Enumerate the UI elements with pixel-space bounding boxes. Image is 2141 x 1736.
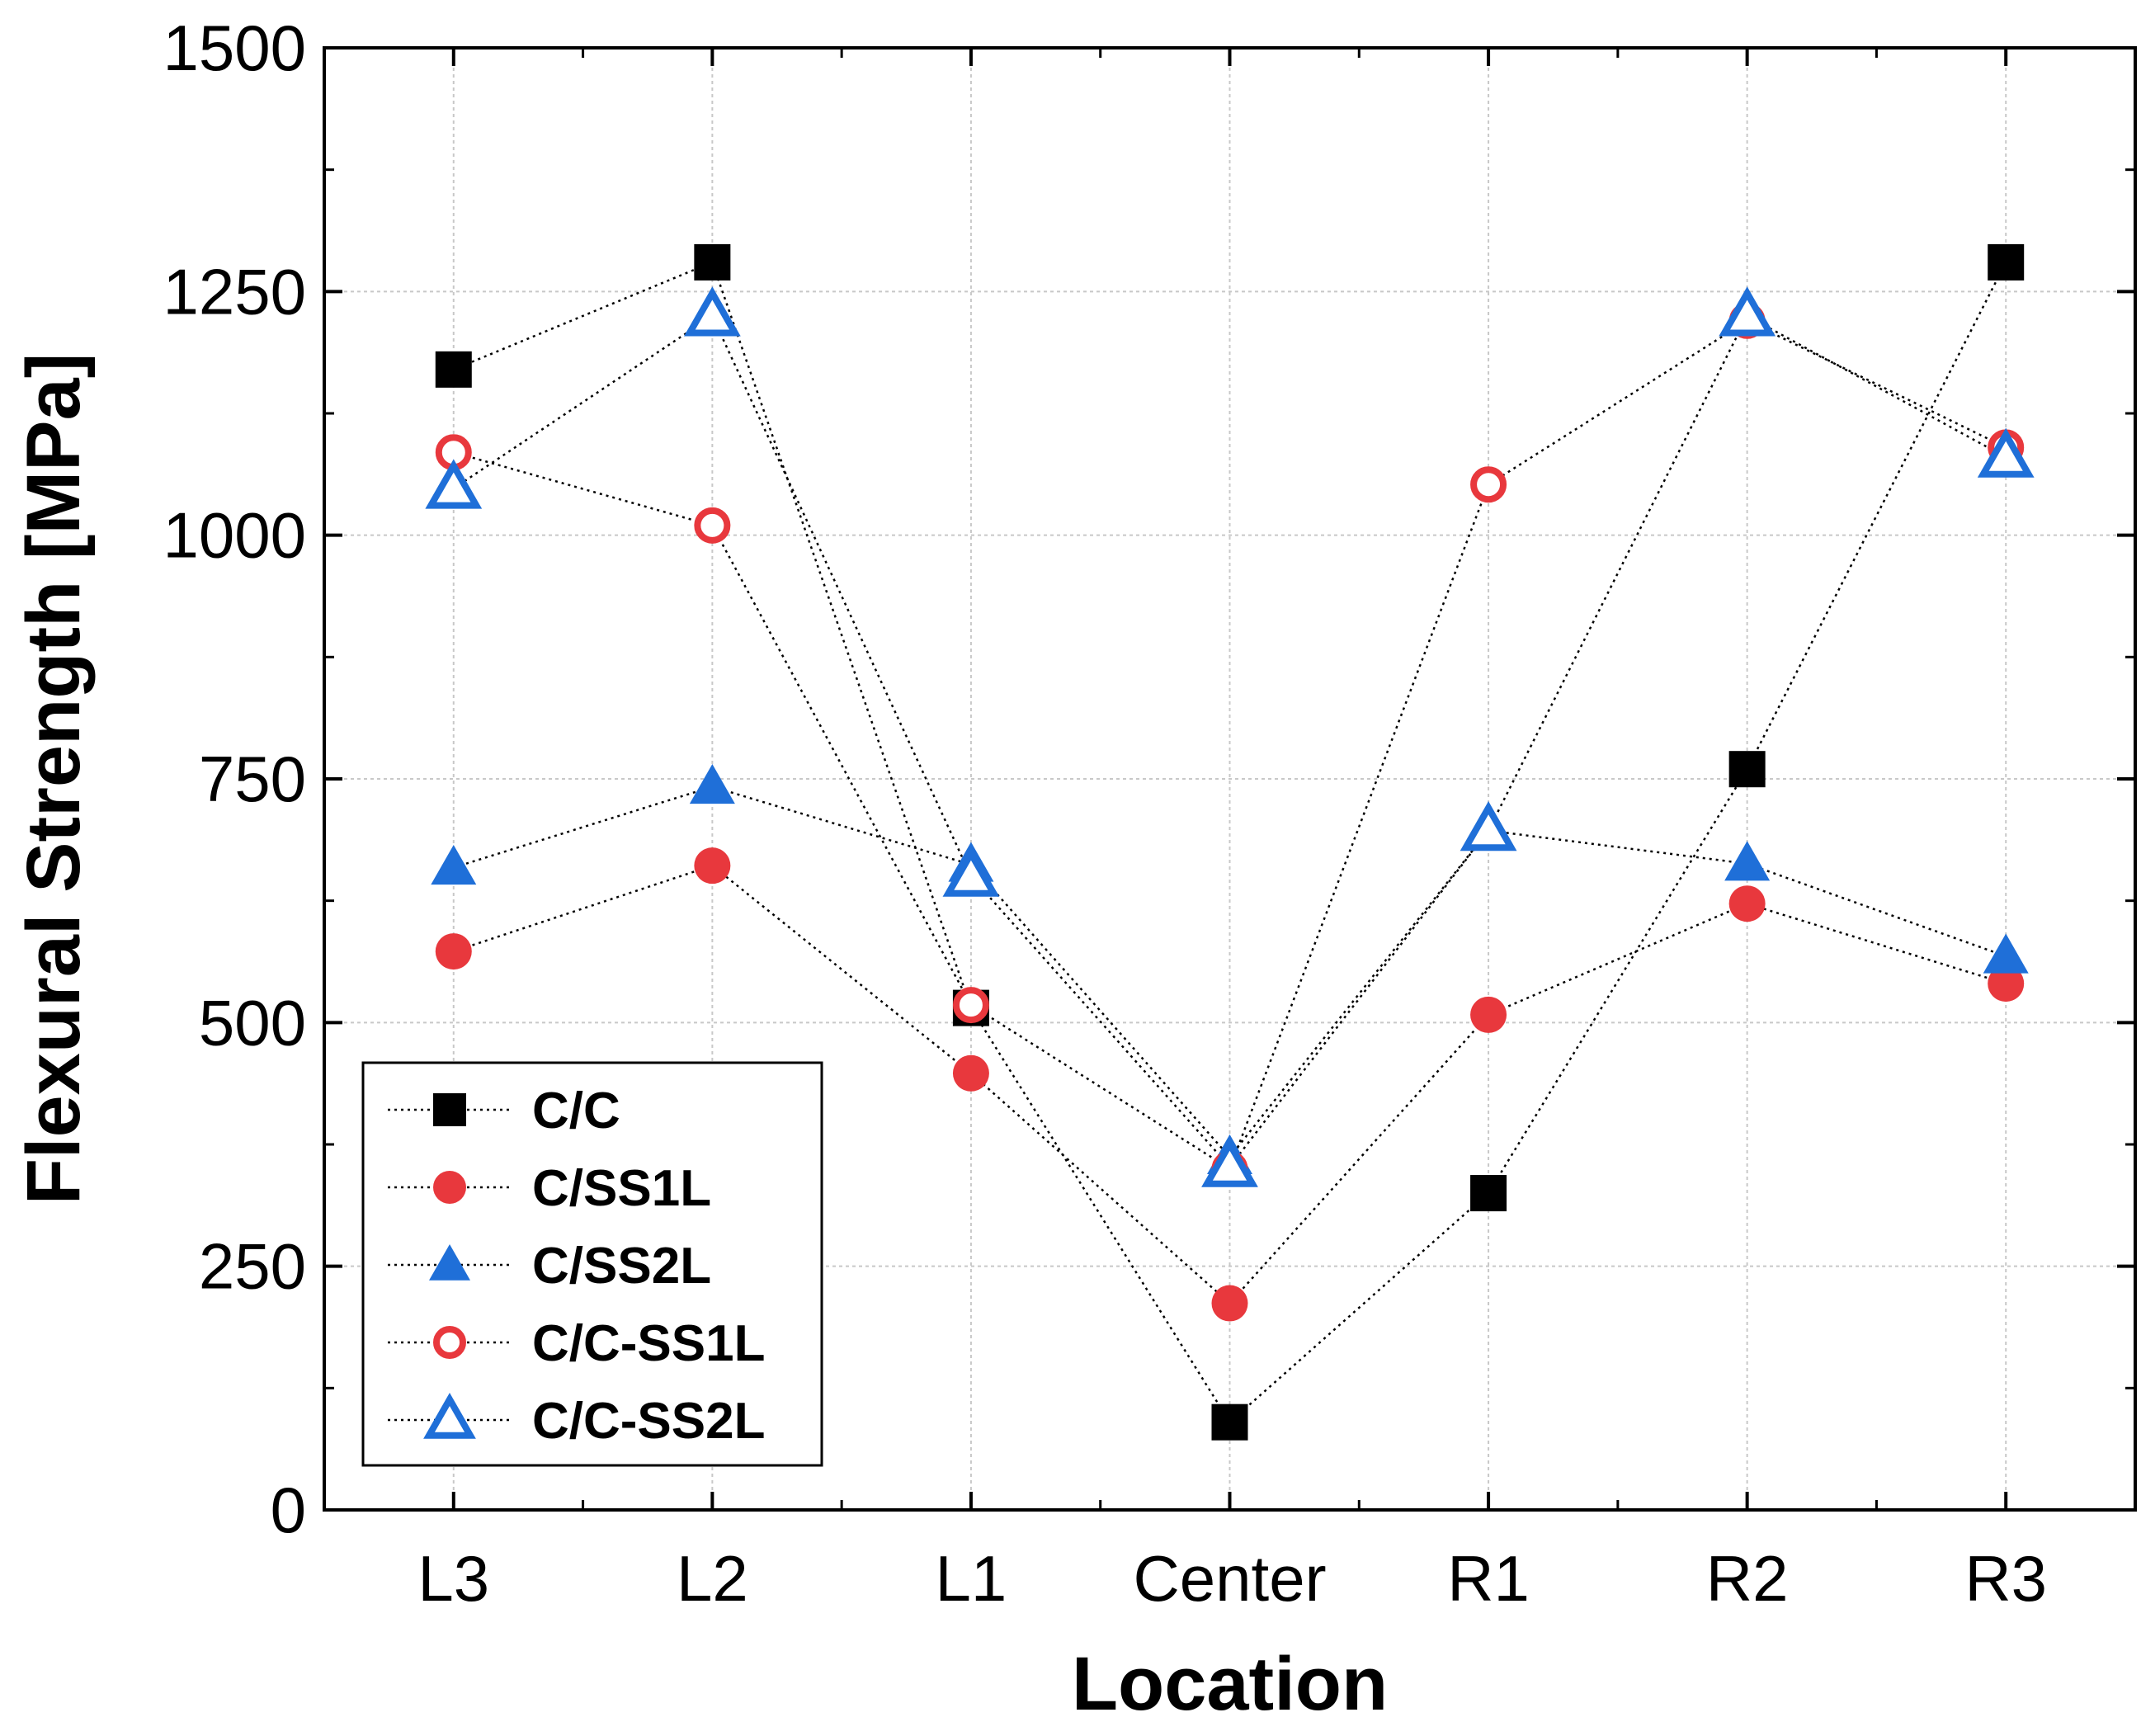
data-point [1470,466,1507,503]
data-point [435,933,472,970]
data-point [1728,751,1766,788]
data-point [952,987,989,1024]
y-tick-label: 750 [199,743,306,815]
data-point [1201,1137,1258,1187]
x-tick-label: L1 [936,1542,1007,1615]
data-point [1728,885,1766,922]
y-tick-label: 1000 [163,499,306,572]
data-point [1988,965,2025,1002]
data-point [683,286,741,337]
legend-label: C/SS2L [532,1238,711,1295]
legend-marker [429,1244,470,1281]
legend: C/C C/SS1L C/SS2L C/C-SS1L C/C-SS2L [361,1061,823,1467]
series-markers [425,243,2035,1441]
legend-label: C/C-SS1L [532,1315,765,1372]
data-point [694,243,731,281]
x-tick-labels: L3 L2 L1 Center R1 R2 R3 [417,1542,2047,1615]
legend-label: C/C [532,1083,620,1139]
data-point [1211,1285,1248,1322]
data-point [1460,801,1517,851]
data-point [1988,243,2025,281]
series-markers-C/SS1L [435,847,2025,1322]
x-tick-label: L3 [417,1542,489,1615]
x-tick-label: R1 [1447,1542,1530,1615]
x-tick-label: R3 [1964,1542,2047,1615]
legend-label: C/SS1L [532,1160,711,1217]
legend-marker [433,1093,466,1126]
data-point [1211,1403,1248,1441]
data-point [694,847,731,885]
x-tick-label: R2 [1706,1542,1789,1615]
axis-ticks [323,46,2137,1512]
x-tick-label: Center [1133,1542,1326,1615]
data-point [1977,427,2035,478]
data-point [435,351,472,388]
data-point [1724,841,1771,881]
data-point [952,1054,989,1092]
grid-lines [324,48,2135,1510]
series-line-C/C-SS1L [453,319,2007,1171]
data-point [425,459,483,509]
legend-marker [423,1392,476,1439]
data-point [942,847,1000,897]
y-tick-labels: 0 250 500 750 1000 1250 1500 [163,12,306,1546]
data-point [689,763,735,804]
y-tick-label: 1250 [163,255,306,328]
y-tick-label: 0 [271,1474,306,1546]
legend-label: C/C-SS2L [532,1393,765,1450]
y-tick-label: 250 [199,1230,306,1303]
data-point [1983,933,2029,974]
y-tick-label: 1500 [163,12,306,84]
legend-marker [433,1326,466,1359]
data-point [1470,1175,1507,1212]
y-axis-title: Flexural Strength [MPa] [12,353,96,1205]
data-point [431,845,477,885]
x-tick-label: L2 [677,1542,748,1615]
data-point [694,507,731,544]
legend-marker [433,1171,466,1204]
data-point [1470,996,1507,1033]
data-point [1719,286,1776,337]
y-tick-label: 500 [199,986,306,1059]
series-markers-C/C-SS2L [425,286,2035,1187]
x-axis-title: Location [1072,1642,1388,1726]
